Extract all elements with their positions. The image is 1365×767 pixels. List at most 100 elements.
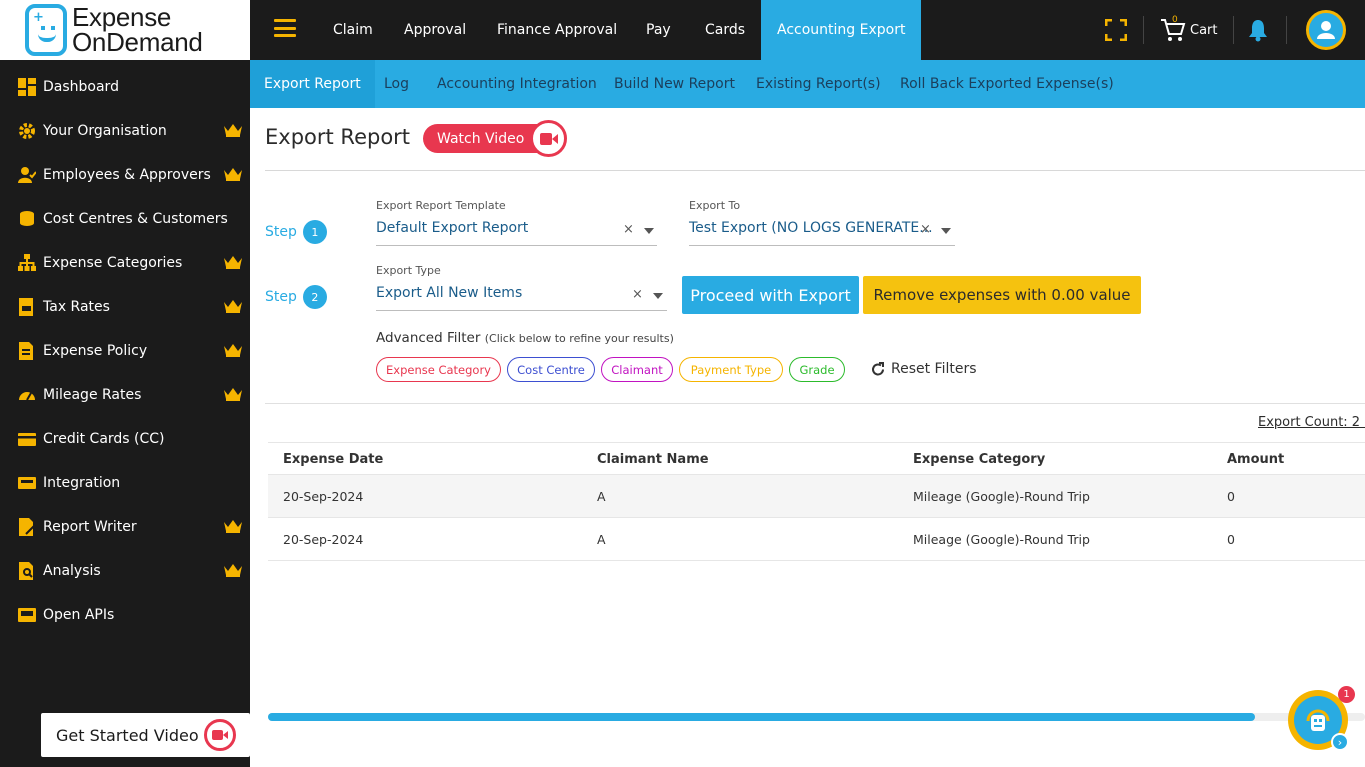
watch-video-button[interactable]: Watch Video bbox=[423, 120, 567, 157]
sidebar: + Expense OnDemand Dashboard Your Organi… bbox=[0, 0, 250, 767]
credit-card-icon bbox=[17, 430, 36, 449]
filter-chip-claimant[interactable]: Claimant bbox=[601, 357, 673, 382]
export-template-select[interactable]: Default Export Report × bbox=[376, 216, 657, 246]
notification-bell-icon[interactable] bbox=[1248, 18, 1268, 42]
template-label: Export Report Template bbox=[376, 199, 506, 212]
report-writer-icon bbox=[17, 518, 36, 537]
subtab-accounting-integration[interactable]: Accounting Integration bbox=[437, 76, 597, 92]
sidebar-item-label: Expense Policy bbox=[43, 343, 148, 359]
sidebar-item-label: Report Writer bbox=[43, 519, 137, 535]
remove-zero-value-expenses-button[interactable]: Remove expenses with 0.00 value bbox=[863, 276, 1141, 314]
sidebar-item-analysis[interactable]: Analysis bbox=[0, 549, 250, 593]
reset-filters-button[interactable]: Reset Filters bbox=[871, 361, 977, 377]
filter-chip-grade[interactable]: Grade bbox=[789, 357, 845, 382]
logo-icon: + bbox=[25, 4, 67, 56]
subtab-existing-reports[interactable]: Existing Report(s) bbox=[756, 76, 881, 92]
sidebar-item-your-organisation[interactable]: Your Organisation bbox=[0, 109, 250, 153]
advanced-filter-label: Advanced Filter bbox=[376, 330, 481, 346]
cart-button[interactable]: 0 Cart bbox=[1160, 15, 1218, 43]
crown-icon bbox=[224, 520, 242, 533]
cart-count-badge: 0 bbox=[1172, 15, 1178, 25]
sidebar-item-label: Cost Centres & Customers bbox=[43, 211, 228, 227]
organisation-icon bbox=[17, 122, 36, 141]
sidebar-item-credit-cards[interactable]: Credit Cards (CC) bbox=[0, 417, 250, 461]
export-type-select[interactable]: Export All New Items × bbox=[376, 281, 667, 311]
filter-chip-cost-centre[interactable]: Cost Centre bbox=[507, 357, 595, 382]
export-template-value: Default Export Report bbox=[376, 220, 529, 236]
clear-icon[interactable]: × bbox=[632, 287, 643, 302]
crown-icon bbox=[224, 300, 242, 313]
tab-pay[interactable]: Pay bbox=[646, 22, 671, 38]
clear-icon[interactable]: × bbox=[623, 222, 634, 237]
horizontal-scrollbar-thumb[interactable] bbox=[268, 713, 1255, 721]
sidebar-item-employees-approvers[interactable]: Employees & Approvers bbox=[0, 153, 250, 197]
table-row[interactable]: 20-Sep-2024 A Mileage (Google)-Round Tri… bbox=[268, 518, 1365, 561]
get-started-video-button[interactable]: Get Started Video bbox=[41, 713, 250, 757]
analysis-icon bbox=[17, 562, 36, 581]
chevron-right-icon[interactable]: › bbox=[1331, 733, 1349, 751]
subtab-roll-back-exported[interactable]: Roll Back Exported Expense(s) bbox=[900, 76, 1114, 92]
sidebar-nav: Dashboard Your Organisation Employees & … bbox=[0, 60, 250, 637]
tab-cards[interactable]: Cards bbox=[705, 22, 746, 38]
dashboard-icon bbox=[17, 78, 36, 97]
logo[interactable]: + Expense OnDemand bbox=[0, 0, 250, 60]
export-to-value: Test Export (NO LOGS GENERATE... bbox=[689, 220, 933, 236]
clear-icon[interactable]: × bbox=[920, 222, 931, 237]
cell-expense-category: Mileage (Google)-Round Trip bbox=[913, 532, 1090, 547]
mileage-icon bbox=[17, 386, 36, 405]
filter-chip-payment-type[interactable]: Payment Type bbox=[679, 357, 783, 382]
chevron-down-icon[interactable] bbox=[941, 228, 951, 234]
sidebar-item-expense-categories[interactable]: Expense Categories bbox=[0, 241, 250, 285]
video-camera-icon bbox=[530, 120, 567, 157]
sidebar-item-tax-rates[interactable]: Tax Rates bbox=[0, 285, 250, 329]
cart-label: Cart bbox=[1190, 22, 1218, 38]
hamburger-menu-icon[interactable] bbox=[274, 19, 296, 37]
step-number: 2 bbox=[302, 285, 327, 309]
column-header-claimant-name[interactable]: Claimant Name bbox=[597, 452, 709, 467]
advanced-filter-hint: (Click below to refine your results) bbox=[484, 332, 674, 345]
tax-icon bbox=[17, 298, 36, 317]
subtab-export-report[interactable]: Export Report bbox=[250, 60, 375, 108]
divider bbox=[265, 170, 1365, 171]
chevron-down-icon[interactable] bbox=[653, 293, 663, 299]
step-label: Step bbox=[265, 289, 297, 305]
crown-icon bbox=[224, 388, 242, 401]
support-notification-badge: 1 bbox=[1338, 686, 1355, 703]
table-row[interactable]: 20-Sep-2024 A Mileage (Google)-Round Tri… bbox=[268, 475, 1365, 518]
step-1-indicator: Step 1 bbox=[265, 220, 327, 244]
export-to-select[interactable]: Test Export (NO LOGS GENERATE... × bbox=[689, 216, 955, 246]
proceed-with-export-button[interactable]: Proceed with Export bbox=[682, 276, 859, 314]
logo-text: Expense OnDemand bbox=[72, 2, 203, 57]
tab-claim[interactable]: Claim bbox=[333, 22, 373, 38]
tab-finance-approval[interactable]: Finance Approval bbox=[497, 22, 618, 38]
subtab-build-new-report[interactable]: Build New Report bbox=[614, 76, 735, 92]
export-type-label: Export Type bbox=[376, 264, 441, 277]
crown-icon bbox=[224, 256, 242, 269]
tab-accounting-export[interactable]: Accounting Export bbox=[761, 0, 922, 60]
sidebar-item-mileage-rates[interactable]: Mileage Rates bbox=[0, 373, 250, 417]
column-header-expense-date[interactable]: Expense Date bbox=[283, 452, 384, 467]
filter-chip-expense-category[interactable]: Expense Category bbox=[376, 357, 501, 382]
sidebar-item-open-apis[interactable]: Open APIs bbox=[0, 593, 250, 637]
crown-icon bbox=[224, 168, 242, 181]
column-header-amount[interactable]: Amount bbox=[1227, 452, 1285, 467]
cart-icon bbox=[1161, 19, 1186, 41]
table-header-row: Expense Date Claimant Name Expense Categ… bbox=[268, 442, 1365, 475]
sidebar-item-label: Integration bbox=[43, 475, 121, 491]
sidebar-item-integration[interactable]: Integration bbox=[0, 461, 250, 505]
page-title: Export Report bbox=[265, 125, 411, 149]
column-header-expense-category[interactable]: Expense Category bbox=[913, 452, 1046, 467]
crown-icon bbox=[224, 564, 242, 577]
cost-centres-icon bbox=[17, 210, 36, 229]
sidebar-item-label: Your Organisation bbox=[43, 123, 167, 139]
chevron-down-icon[interactable] bbox=[644, 228, 654, 234]
tab-approval[interactable]: Approval bbox=[404, 22, 467, 38]
sidebar-item-expense-policy[interactable]: Expense Policy bbox=[0, 329, 250, 373]
sidebar-item-cost-centres-customers[interactable]: Cost Centres & Customers bbox=[0, 197, 250, 241]
user-avatar[interactable] bbox=[1306, 10, 1346, 50]
subtab-log[interactable]: Log bbox=[384, 76, 410, 92]
export-count: Export Count: 2 o bbox=[1258, 415, 1365, 430]
fullscreen-icon[interactable] bbox=[1105, 19, 1127, 41]
sidebar-item-report-writer[interactable]: Report Writer bbox=[0, 505, 250, 549]
sidebar-item-dashboard[interactable]: Dashboard bbox=[0, 65, 250, 109]
